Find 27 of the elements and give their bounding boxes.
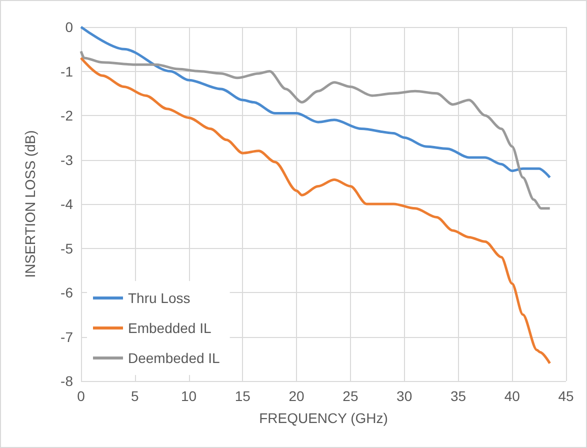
x-tick-label: 25 <box>342 388 358 404</box>
legend-label: Embedded IL <box>128 320 212 336</box>
x-tick-label: 10 <box>180 388 197 404</box>
y-tick-label: -5 <box>60 240 74 256</box>
x-tick-label: 0 <box>77 388 86 404</box>
x-tick-label: 30 <box>396 388 412 404</box>
x-axis-title: FREQUENCY (GHz) <box>259 410 388 426</box>
y-tick-label: -4 <box>60 196 74 212</box>
y-tick-label: -3 <box>60 152 74 168</box>
x-tick-label: 40 <box>504 388 520 404</box>
y-tick-label: -6 <box>60 284 74 300</box>
y-axis-title: INSERTION LOSS (dB) <box>22 130 38 278</box>
x-tick-label: 45 <box>558 388 574 404</box>
y-tick-label: -7 <box>60 328 74 345</box>
line-series <box>80 26 552 179</box>
x-tick-label: 5 <box>130 388 139 404</box>
y-tick-label: -1 <box>60 63 74 80</box>
y-tick-label: 0 <box>65 19 74 35</box>
line-series <box>80 56 552 365</box>
legend-label: Deembeded IL <box>128 350 220 366</box>
x-tick-label: 35 <box>450 388 466 404</box>
legend-label: Thru Loss <box>128 290 190 306</box>
x-tick-label: 15 <box>234 388 251 404</box>
y-tick-label: -8 <box>60 373 74 389</box>
x-tick-label: 20 <box>288 388 305 404</box>
y-tick-label: -2 <box>60 108 74 124</box>
line-series <box>80 50 552 210</box>
